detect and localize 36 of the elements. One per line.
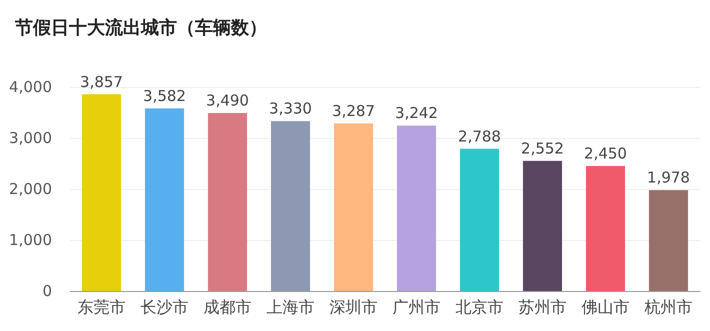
x-tick-label: 北京市: [456, 298, 504, 316]
x-tick-label: 苏州市: [518, 298, 566, 316]
data-label: 3,242: [395, 104, 438, 122]
bar: [460, 148, 500, 291]
bar: [270, 121, 310, 291]
bar: [522, 160, 562, 291]
data-label: 3,490: [206, 92, 249, 110]
y-tick-label: 0: [42, 282, 52, 300]
x-tick-label: 杭州市: [644, 298, 692, 316]
data-label: 2,450: [584, 144, 627, 163]
x-tick-label: 深圳市: [330, 298, 378, 316]
bar: [334, 123, 374, 291]
data-label: 2,788: [458, 127, 501, 146]
data-label: 1,978: [647, 168, 690, 187]
bar: [208, 113, 248, 291]
data-label: 3,857: [80, 72, 123, 91]
bar: [648, 190, 688, 291]
bar: [82, 94, 122, 291]
x-tick-label: 上海市: [266, 298, 314, 316]
y-tick-label: 2,000: [9, 180, 52, 198]
x-tick-label: 东莞市: [78, 298, 126, 316]
x-tick-label: 佛山市: [582, 298, 630, 316]
bar: [586, 166, 626, 291]
y-tick-label: 4,000: [9, 78, 52, 96]
data-label: 3,330: [269, 100, 312, 118]
bar: [144, 108, 184, 291]
x-tick-label: 长沙市: [140, 298, 188, 316]
data-label: 3,287: [332, 102, 375, 120]
data-label: 3,582: [143, 86, 186, 105]
data-label: 2,552: [521, 139, 564, 158]
bar: [396, 126, 436, 291]
chart-title: 节假日十大流出城市（车辆数）: [14, 18, 267, 38]
y-tick-label: 1,000: [9, 231, 52, 249]
x-tick-label: 成都市: [204, 298, 252, 316]
y-tick-label: 3,000: [9, 129, 52, 147]
x-tick-label: 广州市: [392, 298, 440, 316]
